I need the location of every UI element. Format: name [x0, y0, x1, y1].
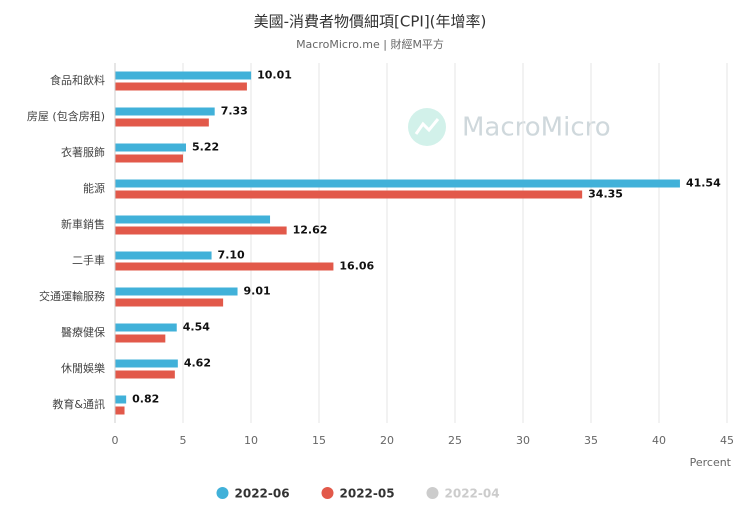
legend-marker [321, 487, 334, 499]
bar [115, 215, 271, 224]
data-label: 4.54 [183, 321, 210, 334]
bar [115, 143, 186, 152]
bar [115, 154, 183, 163]
legend-label[interactable]: 2022-05 [340, 487, 395, 501]
bar [115, 334, 166, 343]
bar [115, 118, 209, 127]
y-tick-label: 教育&通訊 [52, 397, 105, 411]
legend-marker [426, 487, 439, 499]
y-tick-label: 衣著服飾 [61, 145, 105, 159]
bar [115, 406, 125, 415]
bar [115, 251, 212, 260]
x-tick-label: 30 [516, 434, 530, 447]
y-tick-label: 食品和飲料 [50, 73, 105, 87]
bar [115, 71, 252, 80]
bar [115, 226, 287, 235]
x-tick-label: 40 [652, 434, 666, 447]
x-tick-label: 25 [448, 434, 462, 447]
x-tick-label: 0 [112, 434, 119, 447]
bar [115, 359, 178, 368]
x-tick-label: 5 [180, 434, 187, 447]
bar [115, 287, 238, 296]
data-label: 5.22 [192, 141, 219, 154]
data-label: 16.06 [339, 260, 374, 273]
data-label: 41.54 [686, 177, 721, 190]
y-tick-label: 房屋 (包含房租) [27, 109, 105, 123]
chart-title: 美國-消費者物價細項[CPI](年增率) [254, 13, 487, 31]
y-tick-label: 新車銷售 [61, 217, 105, 231]
legend-label[interactable]: 2022-06 [235, 487, 290, 501]
data-label: 7.33 [221, 105, 248, 118]
bar [115, 395, 127, 404]
x-tick-label: 10 [244, 434, 258, 447]
y-tick-label: 交通運輸服務 [39, 289, 105, 303]
watermark: MacroMicro [462, 113, 611, 143]
y-tick-label: 醫療健保 [61, 325, 105, 339]
y-tick-label: 能源 [83, 181, 105, 195]
data-label: 4.62 [184, 357, 211, 370]
data-label: 7.10 [218, 249, 245, 262]
bar [115, 190, 583, 199]
data-label: 34.35 [588, 188, 623, 201]
y-tick-label: 休閒娛樂 [61, 361, 105, 375]
bar [115, 298, 224, 307]
x-tick-label: 15 [312, 434, 326, 447]
bar [115, 179, 680, 188]
bar [115, 262, 334, 271]
legend-label[interactable]: 2022-04 [445, 487, 500, 501]
y-tick-label: 二手車 [72, 253, 105, 267]
x-axis-label: Percent [690, 456, 732, 469]
bar [115, 107, 215, 116]
legend-marker [216, 487, 229, 499]
data-label: 10.01 [257, 69, 292, 82]
watermark-logo [408, 108, 446, 146]
data-label: 9.01 [244, 285, 271, 298]
x-tick-label: 45 [720, 434, 734, 447]
bar [115, 370, 175, 379]
data-label: 0.82 [132, 393, 159, 406]
x-tick-label: 35 [584, 434, 598, 447]
x-tick-label: 20 [380, 434, 394, 447]
chart-subtitle: MacroMicro.me | 財經M平方 [296, 37, 444, 51]
bar [115, 323, 177, 332]
bar [115, 82, 247, 91]
data-label: 12.62 [293, 224, 328, 237]
